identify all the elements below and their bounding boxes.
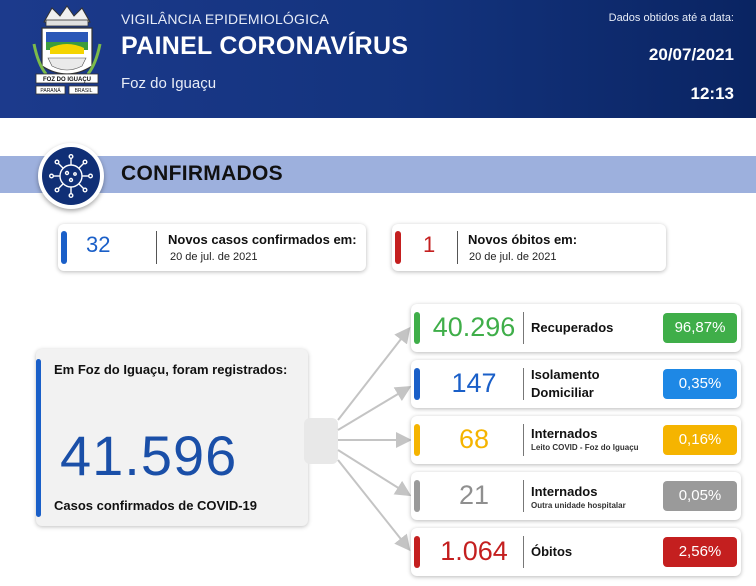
breakdown-row-internados-outra: 21 Internados Outra unidade hospitalar 0… — [411, 472, 741, 520]
row-value: 68 — [458, 424, 490, 454]
new-deaths-card: 1 Novos óbitos em: 20 de jul. de 2021 — [392, 224, 666, 271]
row-sublabel: Leito COVID - Foz do Iguaçu — [531, 443, 639, 452]
row-label: Isolamento Domiciliar — [531, 367, 600, 400]
new-cases-accent — [61, 231, 67, 264]
row-label: Óbitos — [531, 544, 573, 559]
row-percent: 0,35% — [663, 369, 737, 399]
breakdown-row-internados-leito: 68 Internados Leito COVID - Foz do Iguaç… — [411, 416, 741, 464]
row-value: 21 — [458, 480, 490, 510]
total-cases-card: Em Foz do Iguaçu, foram registrados: 41.… — [36, 349, 308, 526]
section-icon-badge — [38, 143, 104, 209]
data-date-label: Dados obtidos até a data: — [608, 12, 734, 24]
row-value: 147 — [451, 368, 497, 398]
row-accent — [414, 424, 420, 456]
row-accent — [414, 368, 420, 400]
new-deaths-accent — [395, 231, 401, 264]
virus-icon — [48, 153, 94, 199]
row-percent: 0,16% — [663, 425, 737, 455]
row-label: Recuperados — [531, 320, 614, 335]
row-label: Internados — [531, 426, 598, 441]
crest-name: FOZ DO IGUAÇU — [43, 77, 91, 83]
header-subtitle: VIGILÂNCIA EPIDEMIOLÓGICA — [121, 11, 330, 27]
row-accent — [414, 480, 420, 512]
row-accent — [414, 536, 420, 568]
row-accent — [414, 312, 420, 344]
page-title: PAINEL CORONAVÍRUS — [121, 32, 409, 60]
new-cases-value: 32 — [86, 232, 111, 257]
breakdown-row-obitos: 1.064 Óbitos 2,56% — [411, 528, 741, 576]
total-cases-heading: Em Foz do Iguaçu, foram registrados: — [54, 362, 288, 377]
new-cases-card: 32 Novos casos confirmados em: 20 de jul… — [58, 224, 366, 271]
data-time: 12:13 — [690, 84, 734, 103]
new-cases-label: Novos casos confirmados em: — [168, 232, 357, 247]
new-cases-date: 20 de jul. de 2021 — [170, 251, 258, 263]
header: FOZ DO IGUAÇU PARANÁ BRASIL VIGILÂNCIA E… — [0, 0, 756, 118]
breakdown-row-isolamento: 147 Isolamento Domiciliar 0,35% — [411, 360, 741, 408]
new-deaths-date: 20 de jul. de 2021 — [469, 251, 557, 263]
data-date: 20/07/2021 — [648, 45, 734, 64]
row-value: 1.064 — [440, 536, 508, 566]
header-city: Foz do Iguaçu — [121, 75, 217, 92]
section-title: CONFIRMADOS — [121, 162, 283, 185]
connector-hub — [304, 418, 338, 464]
crest-right: BRASIL — [75, 88, 93, 94]
breakdown-row-recuperados: 40.296 Recuperados 96,87% — [411, 304, 741, 352]
new-deaths-value: 1 — [423, 232, 436, 257]
row-percent: 96,87% — [663, 313, 737, 343]
section-band — [0, 156, 756, 193]
total-cases-value: 41.596 — [60, 424, 238, 487]
city-crest-logo: FOZ DO IGUAÇU PARANÁ BRASIL — [32, 5, 102, 95]
total-cases-accent — [36, 359, 41, 517]
row-percent: 2,56% — [663, 537, 737, 567]
row-sublabel: Outra unidade hospitalar — [531, 501, 626, 510]
crest-left: PARANÁ — [40, 87, 61, 94]
new-deaths-label: Novos óbitos em: — [468, 232, 578, 247]
row-label: Internados — [531, 484, 598, 499]
row-percent: 0,05% — [663, 481, 737, 511]
row-value: 40.296 — [432, 312, 516, 342]
total-cases-caption: Casos confirmados de COVID-19 — [54, 498, 257, 513]
